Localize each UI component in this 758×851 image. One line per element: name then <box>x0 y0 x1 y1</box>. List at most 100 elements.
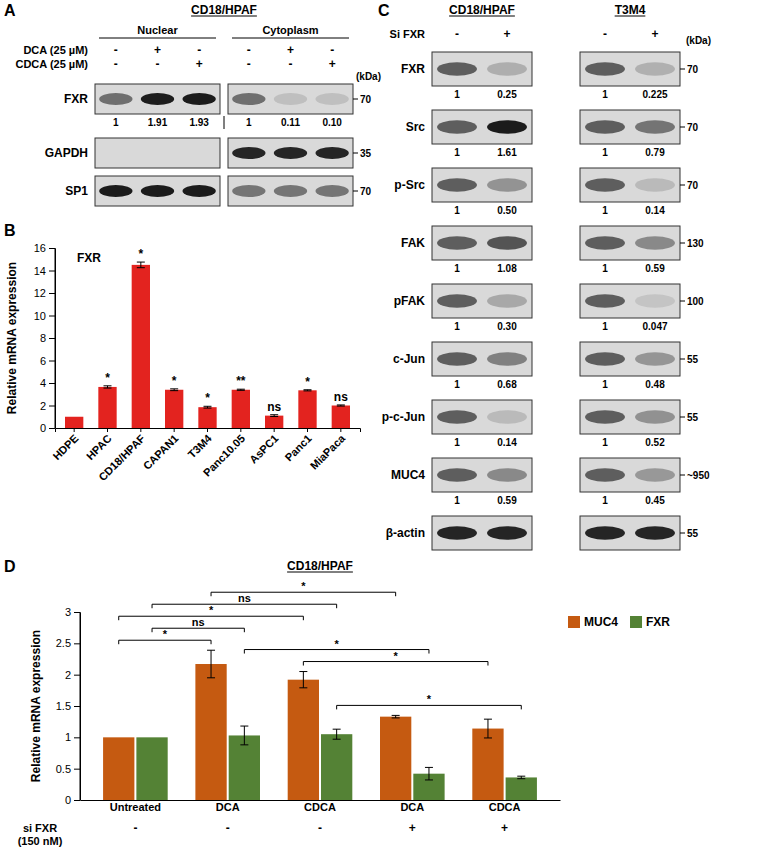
tick-label: 12 <box>34 287 46 299</box>
tick-label: 0.5 <box>56 763 71 775</box>
tick-mark <box>49 338 55 339</box>
tick: 0 <box>65 794 80 806</box>
error-bar <box>204 406 212 408</box>
marker-label: 55 <box>687 412 699 423</box>
significance: * <box>427 693 432 705</box>
group-label: Nuclear <box>137 24 178 36</box>
tick-mark <box>174 428 175 432</box>
band-quant: 1 <box>602 147 608 158</box>
tick-mark <box>49 271 55 272</box>
blot-frame <box>580 400 680 434</box>
treatment-sign: - <box>455 27 459 41</box>
band <box>437 294 477 308</box>
tick: 16 <box>34 242 55 254</box>
tick: 4 <box>40 377 55 389</box>
plot-area <box>103 650 537 800</box>
blot-frame <box>432 52 532 86</box>
bar <box>165 390 183 428</box>
axis-line <box>80 613 81 801</box>
bracket-line <box>337 705 522 709</box>
bar <box>298 390 316 428</box>
tick-mark <box>74 428 75 432</box>
tick: 12 <box>34 287 55 299</box>
significance: ns <box>267 400 281 414</box>
treatment-label: si FXR <box>23 822 57 834</box>
blot-frame <box>228 84 353 114</box>
band-quant: 1 <box>454 147 460 158</box>
band-quant: 0.59 <box>645 263 665 274</box>
tick-mark <box>49 361 55 362</box>
band <box>635 352 675 366</box>
band-quant: 1 <box>454 263 460 274</box>
band <box>487 526 527 540</box>
band <box>487 236 527 250</box>
legend-swatch <box>568 616 580 628</box>
band <box>487 62 527 76</box>
tick-mark <box>307 428 308 432</box>
band <box>183 93 216 105</box>
significance: * <box>138 247 143 261</box>
band <box>585 526 625 540</box>
band-quant: 0.50 <box>497 205 517 216</box>
marker-tick <box>353 153 358 154</box>
band-quant: 0.30 <box>497 321 517 332</box>
tick-label: Untreated <box>110 801 161 813</box>
band <box>635 120 675 134</box>
bar <box>136 737 167 800</box>
title: FXR <box>77 251 101 265</box>
band <box>316 185 349 197</box>
tick: 3 <box>65 606 80 618</box>
bar <box>132 265 150 428</box>
band <box>635 236 675 250</box>
band <box>141 147 174 159</box>
band <box>141 185 174 197</box>
band-quant: 0.047 <box>642 321 667 332</box>
tick-label: 1.5 <box>56 700 71 712</box>
marker-tick <box>680 69 685 70</box>
marker-tick <box>680 301 685 302</box>
blot-frame <box>580 110 680 144</box>
treatment-sign: + <box>501 821 508 835</box>
tick-label: 0 <box>40 422 46 434</box>
band-quant: 0.14 <box>497 437 517 448</box>
error-bar <box>237 389 245 390</box>
band <box>437 352 477 366</box>
tick: 2 <box>40 400 55 412</box>
band <box>232 185 265 197</box>
band <box>437 526 477 540</box>
band <box>232 147 265 159</box>
comparison-bracket <box>337 705 522 709</box>
comparison-bracket <box>244 650 429 654</box>
band-quant: 0.10 <box>322 117 342 128</box>
tick: Panc1 <box>282 428 313 464</box>
blot-frame <box>580 516 680 550</box>
error-bar <box>299 672 307 688</box>
tick-label: HDPE <box>50 432 80 462</box>
treatment-sign: - <box>114 57 118 71</box>
blot-frame <box>432 110 532 144</box>
marker-tick <box>353 191 358 192</box>
band-quant: 1.08 <box>497 263 517 274</box>
tick: 2 <box>65 669 80 681</box>
error-bar <box>484 719 492 738</box>
error-bar <box>337 405 345 406</box>
band <box>585 294 625 308</box>
significance: ** <box>236 374 246 388</box>
band <box>487 120 527 134</box>
bar <box>321 734 352 800</box>
marker-label: 130 <box>687 238 704 249</box>
title: CD18/HPAF <box>287 559 353 573</box>
tick-label: 14 <box>34 265 46 277</box>
bar <box>65 417 83 428</box>
blot-frame <box>580 458 680 492</box>
row-label: MUC4 <box>391 468 425 482</box>
tick-label: DCA <box>216 801 240 813</box>
marker-tick <box>680 533 685 534</box>
marker-label: ~950 <box>687 470 710 481</box>
axis: HDPEHPACCD18/HPAFCAPAN1T3M4Panc10.05AsPC… <box>50 428 360 483</box>
error-bar <box>137 262 145 268</box>
treatment-sign: - <box>247 57 251 71</box>
tick-mark <box>240 428 241 432</box>
band-quant: 1 <box>602 379 608 390</box>
band <box>437 468 477 482</box>
